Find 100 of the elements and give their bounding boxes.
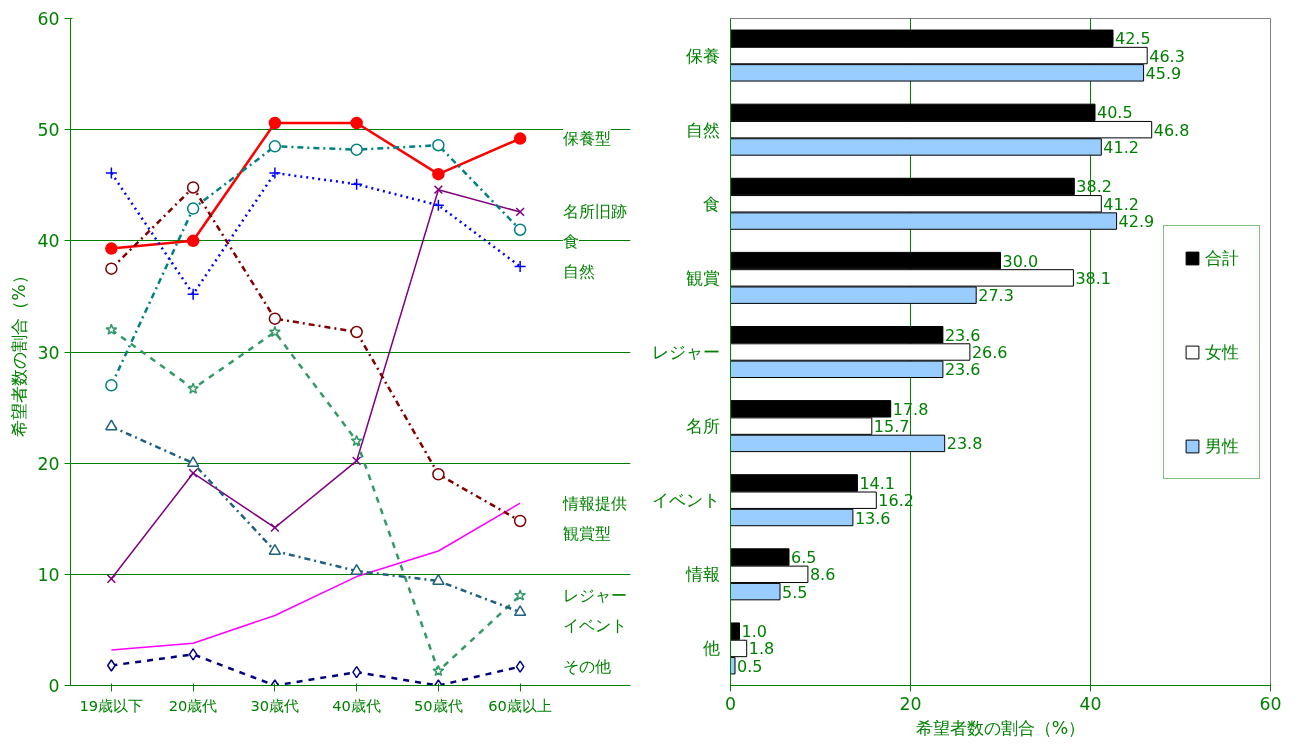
point	[186, 287, 200, 301]
x-tick-label: 60	[1259, 693, 1282, 714]
text: 食	[563, 232, 580, 252]
data-label: 6.5	[791, 548, 817, 568]
data-label: 1.8	[748, 639, 775, 659]
point	[268, 166, 282, 180]
y-tick-label: レジャー	[651, 342, 720, 362]
point	[268, 140, 282, 153]
point	[433, 185, 444, 195]
legend-label: 合計	[1205, 246, 1239, 270]
data-label: 8.6	[809, 565, 836, 585]
x-tick-label: 19歳以下	[79, 696, 144, 714]
point	[350, 177, 363, 191]
y-axis-title: 希望者数の割合（%）	[9, 267, 30, 437]
data-label: 27.3	[978, 286, 1014, 306]
y-tick-label: 0	[48, 676, 60, 696]
point	[186, 234, 200, 248]
data-label: 42.9	[1118, 212, 1155, 232]
text: その他	[563, 657, 612, 677]
legend-label: 女性	[1205, 340, 1239, 364]
point	[105, 379, 118, 392]
point	[350, 116, 363, 130]
text: レジャー	[563, 585, 628, 605]
y-tick-label: 50	[37, 120, 60, 141]
data-label: 42.5	[1115, 29, 1151, 49]
y-tick-label: イベント	[651, 490, 720, 511]
point	[350, 325, 363, 339]
point	[268, 543, 282, 555]
point	[514, 589, 527, 601]
point	[188, 468, 198, 478]
text: 自然	[563, 262, 596, 282]
point	[432, 199, 445, 212]
y-tick-label: 観賞	[685, 267, 720, 288]
data-label: 40.5	[1097, 103, 1133, 123]
data-label: 45.9	[1145, 63, 1182, 83]
point	[513, 260, 527, 273]
point	[186, 456, 200, 468]
data-label: 0.5	[737, 656, 763, 676]
y-tick-label: 20	[37, 453, 60, 474]
y-tick-label: 10	[37, 564, 60, 585]
text: イベント	[563, 615, 628, 635]
point	[105, 323, 118, 335]
y-tick-label: 30	[37, 342, 60, 363]
point	[188, 648, 198, 661]
point	[270, 523, 280, 533]
point	[513, 223, 527, 236]
data-label: 1.0	[741, 622, 767, 642]
data-label: 13.6	[854, 508, 891, 528]
data-label: 30.0	[1002, 251, 1039, 271]
point	[106, 659, 116, 672]
x-tick-label: 50歳代	[414, 696, 463, 714]
x-tick-label: 20	[899, 693, 922, 714]
point	[106, 574, 117, 584]
text: 保養型	[563, 129, 612, 149]
point	[513, 132, 527, 145]
x-axis-title: 希望者数の割合（%）	[915, 717, 1086, 738]
point	[187, 382, 200, 394]
data-label: 23.6	[944, 360, 981, 380]
x-tick-label: 0	[724, 693, 737, 714]
point	[186, 181, 200, 194]
text: 情報提供	[562, 493, 628, 513]
point	[350, 143, 363, 156]
point	[515, 207, 525, 217]
y-tick-label: 名所	[685, 416, 720, 437]
point	[432, 138, 445, 152]
point	[268, 325, 281, 338]
point	[105, 419, 118, 431]
line-series	[110, 502, 521, 651]
data-label: 46.8	[1153, 120, 1190, 140]
data-label: 41.2	[1103, 194, 1139, 214]
point	[186, 202, 200, 215]
text: 名所旧跡	[563, 202, 628, 222]
legend-label: 男性	[1205, 434, 1239, 458]
point	[350, 563, 363, 575]
y-tick-label: 情報	[684, 564, 720, 585]
x-tick-label: 60歳以上	[488, 696, 552, 714]
data-label: 46.3	[1149, 46, 1185, 66]
x-tick-label: 30歳代	[250, 696, 300, 714]
point	[352, 665, 362, 679]
point	[432, 573, 445, 585]
text: 観賞型	[563, 523, 612, 543]
point	[432, 468, 445, 481]
point	[432, 664, 445, 677]
data-label: 5.5	[782, 582, 808, 602]
point	[105, 166, 118, 180]
x-tick-label: 20歳代	[168, 696, 218, 714]
point	[513, 514, 527, 528]
point	[105, 262, 118, 275]
point	[513, 605, 527, 617]
x-tick-label: 40	[1079, 693, 1102, 714]
point	[105, 242, 118, 255]
x-tick-label: 40歳代	[332, 696, 381, 714]
y-tick-label: 自然	[685, 119, 720, 140]
data-label: 26.6	[971, 343, 1008, 362]
y-tick-label: 食	[702, 193, 720, 214]
point	[515, 660, 525, 673]
point	[268, 116, 282, 130]
point	[268, 312, 282, 325]
point	[351, 456, 362, 466]
data-label: 23.8	[946, 434, 983, 454]
